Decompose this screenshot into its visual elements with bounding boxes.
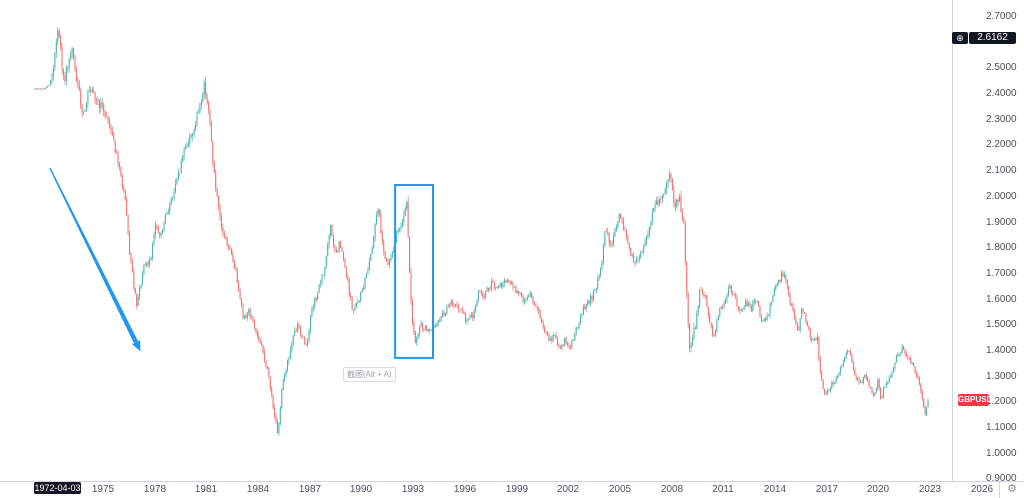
highlight-rectangle-drawing[interactable] [394, 184, 435, 359]
price-axis-label: 2.0000 [986, 191, 1017, 202]
time-axis-label: 1984 [246, 484, 270, 495]
time-axis-label: 1981 [194, 484, 218, 495]
time-axis-label: 1987 [298, 484, 322, 495]
time-axis-label: 2020 [866, 484, 890, 495]
time-axis-label: 2017 [815, 484, 839, 495]
price-axis-label: 1.2000 [986, 396, 1017, 407]
trend-arrow-drawing[interactable] [49, 167, 141, 352]
time-axis-label: 1975 [91, 484, 115, 495]
price-axis-label: 1.9000 [986, 217, 1017, 228]
time-axis-label: 2002 [556, 484, 580, 495]
price-axis-label: 1.0000 [986, 448, 1017, 459]
price-axis-label: 0.9000 [986, 473, 1017, 484]
time-axis-label: 2005 [608, 484, 632, 495]
price-axis-label: 1.8000 [986, 242, 1017, 253]
price-axis-label: 2.3000 [986, 114, 1017, 125]
time-axis-label: 1993 [401, 484, 425, 495]
price-axis-label: 1.4000 [986, 345, 1017, 356]
corner-separator [999, 482, 1000, 498]
price-axis-label: 1.7000 [986, 268, 1017, 279]
time-axis-label: 1996 [453, 484, 477, 495]
symbol-price-label: GBPUSD [958, 394, 993, 406]
time-axis-label: 2008 [660, 484, 684, 495]
time-axis-label: 1990 [349, 484, 373, 495]
add-alert-button[interactable]: ⊕ [952, 32, 968, 44]
price-axis-label: 1.3000 [986, 371, 1017, 382]
crosshair-date-label: 1972-04-03 [34, 482, 81, 494]
price-axis-label: 1.6000 [986, 294, 1017, 305]
gear-icon: ⚙ [1007, 483, 1017, 495]
plus-circle-icon: ⊕ [956, 33, 964, 43]
price-axis-label: 1.5000 [986, 319, 1017, 330]
price-axis-label: 1.1000 [986, 422, 1017, 433]
time-axis-label: 1999 [505, 484, 529, 495]
price-axis-label: 2.7000 [986, 11, 1017, 22]
time-axis-label: 1978 [143, 484, 167, 495]
time-axis-label: 2026 [970, 484, 994, 495]
candlestick-series [34, 27, 929, 436]
time-axis-separator [0, 481, 1024, 482]
price-axis-label: 2.1000 [986, 165, 1017, 176]
price-axis-label: 2.4000 [986, 88, 1017, 99]
price-axis-label: 2.5000 [986, 62, 1017, 73]
axis-settings-button[interactable]: ⚙ [1000, 482, 1024, 498]
chart-pane[interactable]: 截图(Alt + A) [0, 0, 952, 481]
candlestick-chart [34, 27, 929, 436]
price-axis-label: 2.2000 [986, 139, 1017, 150]
crosshair-price-label: 2.6162 [969, 32, 1016, 44]
time-axis-label: 2023 [918, 484, 942, 495]
time-axis-label: 2011 [712, 484, 734, 495]
time-axis-label: 2014 [763, 484, 787, 495]
screenshot-hint-badge: 截图(Alt + A) [343, 367, 396, 382]
price-axis-separator [952, 0, 953, 481]
